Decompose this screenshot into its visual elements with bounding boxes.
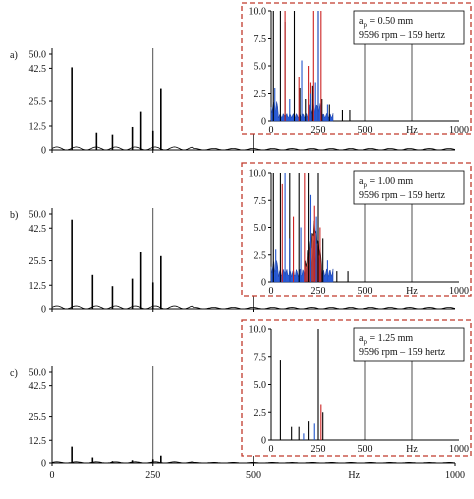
panel-a: a) 0 12.5 25.5 42.5 50.0 0 2.5 5.0 7.5 10.0 0 250 500… xyxy=(10,2,472,157)
y-tick-label: 25.5 xyxy=(29,412,47,423)
inset-x-tick-label: Hz xyxy=(406,286,418,297)
y-tick-label: 0 xyxy=(41,459,46,470)
y-tick-label: 25.5 xyxy=(29,256,47,267)
annotation-depth: ap = 1.00 mm xyxy=(359,176,413,189)
noise-floor xyxy=(51,305,456,310)
inset-x-tick-label: 1000 xyxy=(449,286,469,297)
inset-x-tick-label: 500 xyxy=(358,444,373,455)
annotation-value: = 1.25 mm xyxy=(367,333,413,344)
annotation-speed: 9596 rpm – 159 hertz xyxy=(359,30,446,41)
inset-y-tick-label: 10.0 xyxy=(249,169,267,180)
inset-y-tick-label: 0 xyxy=(261,436,266,447)
inset-x-tick-label: 250 xyxy=(311,125,326,136)
inset-x-tick-label: 500 xyxy=(358,125,373,136)
annotation-box xyxy=(353,327,465,362)
annotation-symbol: a xyxy=(359,176,364,187)
inset-x-tick-label: 250 xyxy=(311,286,326,297)
inset-y-tick-label: 5.0 xyxy=(254,62,267,73)
annotation-subscript: p xyxy=(363,21,367,29)
annotation-symbol: a xyxy=(359,16,364,27)
annotation-depth: ap = 0.50 mm xyxy=(359,16,413,29)
inset-x-tick-label: 0 xyxy=(269,444,274,455)
x-tick-label: Hz xyxy=(348,470,360,481)
inset-y-tick-label: 5.0 xyxy=(254,223,267,234)
inset-y-tick-label: 7.5 xyxy=(254,34,267,45)
x-tick-label: 500 xyxy=(246,470,261,481)
x-tick-label: 0 xyxy=(50,470,55,481)
panel-label: a) xyxy=(10,50,18,61)
inset-x-tick-label: 250 xyxy=(311,444,326,455)
y-tick-label: 42.5 xyxy=(29,224,47,235)
y-tick-label: 42.5 xyxy=(29,64,47,75)
annotation-speed: 9596 rpm – 159 hertz xyxy=(359,190,446,201)
inset-x-tick-label: 0 xyxy=(269,286,274,297)
panel-label: c) xyxy=(10,368,18,379)
annotation-subscript: p xyxy=(363,181,367,189)
y-tick-label: 12.5 xyxy=(29,122,47,133)
annotation-box xyxy=(353,10,465,45)
inset-x-tick-label: 1000 xyxy=(449,444,469,455)
y-tick-label: 0 xyxy=(41,146,46,157)
x-tick-label: 1000 xyxy=(445,470,465,481)
inset-x-tick-label: Hz xyxy=(406,444,418,455)
y-tick-label: 12.5 xyxy=(29,281,47,292)
y-tick-label: 42.5 xyxy=(29,381,47,392)
inset-y-tick-label: 0 xyxy=(261,278,266,289)
inset-y-tick-label: 2.5 xyxy=(254,89,267,100)
inset-y-tick-label: 7.5 xyxy=(254,352,267,363)
y-tick-label: 50.0 xyxy=(29,50,47,61)
panel-b: b) 0 12.5 25.5 42.5 50.0 0 2.5 5.0 7.5 10.0 0 250 500… xyxy=(10,162,472,316)
inset-y-tick-label: 0 xyxy=(261,117,266,128)
y-tick-label: 12.5 xyxy=(29,436,47,447)
annotation-box xyxy=(353,170,465,205)
annotation-depth: ap = 1.25 mm xyxy=(359,333,413,346)
annotation-value: = 0.50 mm xyxy=(367,16,413,27)
annotation-symbol: a xyxy=(359,333,364,344)
noise-floor xyxy=(51,146,456,151)
x-tick-label: 250 xyxy=(145,470,160,481)
inset-x-tick-label: 0 xyxy=(269,125,274,136)
inset-y-tick-label: 10.0 xyxy=(249,7,267,18)
annotation-subscript: p xyxy=(363,338,367,346)
noise-floor xyxy=(51,461,456,464)
panel-label: b) xyxy=(10,210,18,221)
inset-y-tick-label: 2.5 xyxy=(254,250,267,261)
inset-y-tick-label: 2.5 xyxy=(254,408,267,419)
annotation-speed: 9596 rpm – 159 hertz xyxy=(359,347,446,358)
panel-c: c) 0 12.5 25.5 42.5 50.0 0 250 500 Hz 1000 0 2.5 5.0 7… xyxy=(10,319,472,481)
inset-x-tick-label: 500 xyxy=(358,286,373,297)
y-tick-label: 50.0 xyxy=(29,368,47,379)
y-tick-label: 25.5 xyxy=(29,97,47,108)
y-tick-label: 0 xyxy=(41,305,46,316)
annotation-value: = 1.00 mm xyxy=(367,176,413,187)
inset-x-tick-label: Hz xyxy=(406,125,418,136)
inset-y-tick-label: 5.0 xyxy=(254,380,267,391)
inset-x-tick-label: 1000 xyxy=(449,125,469,136)
inset-y-tick-label: 10.0 xyxy=(249,325,267,336)
y-tick-label: 50.0 xyxy=(29,210,47,221)
inset-y-tick-label: 7.5 xyxy=(254,196,267,207)
